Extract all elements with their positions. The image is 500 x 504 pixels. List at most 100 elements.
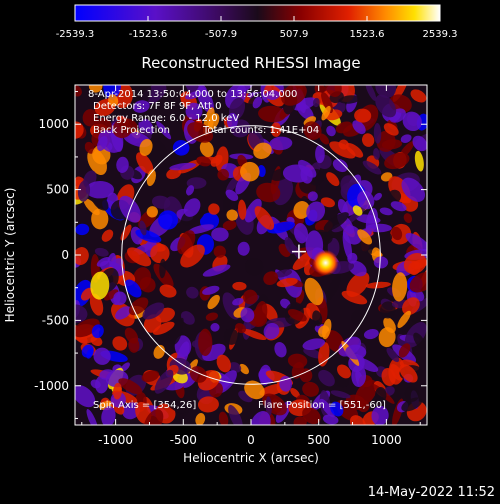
texture-blob bbox=[103, 85, 122, 100]
colorbar-tick-label: 507.9 bbox=[280, 29, 309, 40]
texture-blob bbox=[287, 309, 307, 322]
texture-blob bbox=[118, 378, 143, 395]
texture-blob bbox=[346, 271, 370, 297]
texture-blob bbox=[159, 258, 167, 279]
texture-blob bbox=[410, 89, 427, 103]
texture-blob bbox=[183, 198, 201, 217]
texture-blob bbox=[86, 409, 98, 425]
texture-blob bbox=[312, 97, 320, 108]
texture-blob bbox=[403, 213, 413, 224]
texture-blob bbox=[202, 264, 231, 277]
texture-blob bbox=[258, 105, 287, 123]
texture-blob bbox=[240, 161, 260, 182]
texture-blob bbox=[244, 380, 265, 400]
texture-blob bbox=[222, 220, 237, 231]
texture-blob bbox=[94, 247, 109, 257]
texture-blob bbox=[362, 133, 375, 147]
texture-blob bbox=[186, 185, 195, 196]
texture-blob bbox=[373, 192, 382, 201]
annotation-spin-axis: Spin Axis = [354,26] bbox=[93, 400, 196, 411]
texture-blob bbox=[326, 125, 336, 137]
texture-blob bbox=[91, 208, 109, 230]
texture-blob bbox=[166, 401, 185, 414]
texture-blob bbox=[245, 257, 264, 276]
flare-source bbox=[312, 249, 339, 276]
y-tick-label: -500 bbox=[42, 313, 69, 327]
texture-blob bbox=[229, 362, 242, 373]
colorbar-tick-label: -1523.6 bbox=[129, 29, 168, 40]
texture-blob bbox=[207, 294, 220, 310]
texture-blob bbox=[363, 329, 379, 340]
texture-blob bbox=[274, 269, 293, 278]
texture-blob bbox=[365, 223, 392, 233]
annotation-method: Back Projection bbox=[93, 125, 170, 136]
texture-blob bbox=[390, 364, 403, 381]
x-tick-label: 500 bbox=[307, 433, 330, 447]
texture-blob bbox=[139, 276, 156, 293]
texture-blob bbox=[132, 100, 150, 113]
texture-blob bbox=[304, 277, 324, 306]
texture-blob bbox=[142, 302, 165, 320]
texture-blob bbox=[279, 375, 293, 392]
texture-blob bbox=[205, 312, 218, 321]
texture-blob bbox=[237, 199, 247, 220]
texture-blob bbox=[216, 354, 231, 373]
texture-blob bbox=[252, 96, 263, 109]
texture-blob bbox=[186, 286, 199, 299]
texture-blob bbox=[174, 335, 192, 358]
texture-blob bbox=[332, 158, 348, 173]
texture-blob bbox=[147, 140, 168, 164]
texture-blob bbox=[383, 123, 399, 136]
texture-blob bbox=[276, 277, 298, 288]
texture-blob bbox=[158, 210, 179, 230]
texture-blob bbox=[398, 343, 411, 358]
texture-blob bbox=[90, 271, 110, 300]
colorbar-tick-label: 1523.6 bbox=[350, 29, 385, 40]
texture-blob bbox=[401, 177, 426, 202]
texture-blob bbox=[293, 201, 310, 219]
texture-blob bbox=[381, 367, 396, 387]
texture-blob bbox=[386, 347, 400, 363]
texture-blob bbox=[169, 162, 197, 171]
annotation-energy: Energy Range: 6.0 - 12.0 keV bbox=[93, 113, 239, 124]
texture-blob bbox=[410, 259, 427, 270]
texture-blob bbox=[113, 291, 127, 306]
texture-blob bbox=[84, 141, 95, 154]
texture-blob bbox=[345, 143, 364, 158]
texture-blob bbox=[337, 364, 351, 379]
texture-blob bbox=[402, 297, 420, 315]
texture-blob bbox=[402, 111, 422, 132]
x-tick-label: 1000 bbox=[371, 433, 402, 447]
texture-blob bbox=[104, 289, 119, 301]
texture-blob bbox=[218, 411, 229, 425]
texture-blob bbox=[391, 226, 403, 241]
texture-blob bbox=[228, 404, 243, 425]
colorbar-ticks: -2539.3 -1523.6 -507.9 507.9 1523.6 2539.3 bbox=[56, 16, 458, 40]
texture-blob bbox=[75, 304, 88, 323]
x-tick-label: -1000 bbox=[98, 433, 133, 447]
texture-blob bbox=[287, 353, 308, 369]
texture-blob bbox=[198, 328, 213, 356]
texture-blob bbox=[235, 323, 246, 334]
texture-blob bbox=[320, 197, 335, 208]
texture-blob bbox=[373, 148, 380, 160]
texture-blob bbox=[352, 120, 366, 135]
texture-blob bbox=[284, 236, 295, 255]
colorbar-tick-label: -507.9 bbox=[205, 29, 237, 40]
texture-blob bbox=[302, 338, 326, 350]
texture-blob bbox=[312, 310, 323, 327]
texture-blob bbox=[392, 272, 408, 302]
texture-blob bbox=[265, 90, 280, 100]
texture-blob bbox=[211, 227, 229, 242]
texture-blob bbox=[250, 410, 271, 425]
texture-blob bbox=[263, 271, 279, 286]
texture-blob bbox=[143, 409, 164, 425]
texture-blob bbox=[414, 150, 424, 172]
texture-blob bbox=[357, 229, 373, 245]
texture-blob bbox=[181, 311, 195, 325]
texture-blob bbox=[136, 152, 154, 175]
texture-blob bbox=[375, 94, 397, 118]
texture-blob bbox=[241, 328, 267, 341]
texture-blob bbox=[75, 223, 90, 236]
texture-blob bbox=[112, 382, 123, 400]
